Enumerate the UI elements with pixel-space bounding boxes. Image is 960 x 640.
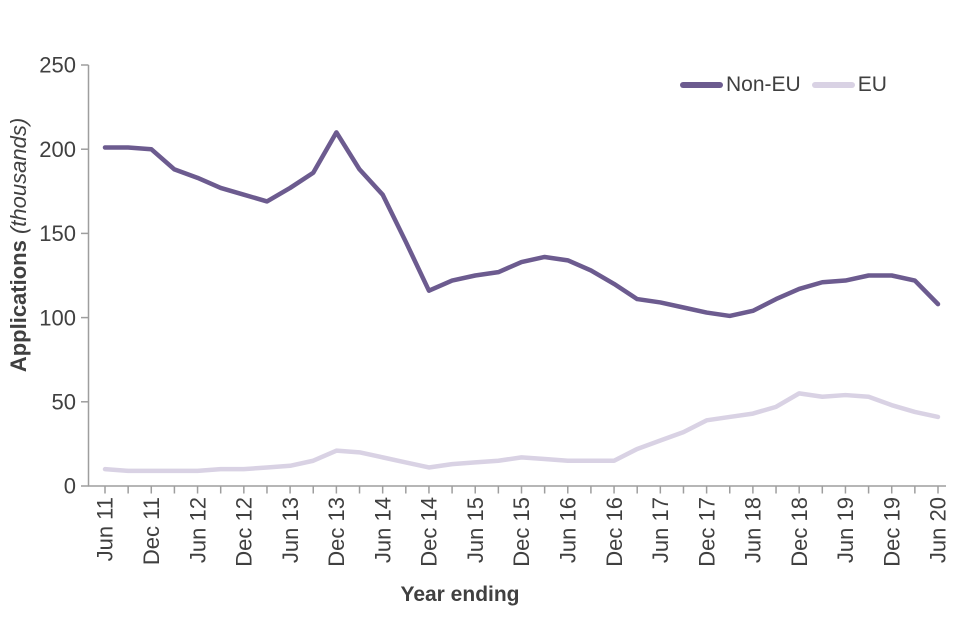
- legend-item-non-eu: Non-EU: [680, 73, 801, 97]
- x-tick-label: Jun 19: [833, 497, 858, 563]
- legend-item-eu: EU: [811, 73, 887, 97]
- x-tick-label: Dec 16: [602, 497, 627, 567]
- x-tick-label: Jun 20: [926, 497, 951, 563]
- x-tick-label: Jun 16: [555, 497, 580, 563]
- x-tick-label: Dec 17: [694, 497, 719, 567]
- y-axis-title: Applications (thousands): [6, 114, 32, 376]
- non-eu-line-swatch: [680, 82, 723, 88]
- series-line-eu: [102, 391, 941, 474]
- y-tick-label: 250: [39, 53, 76, 78]
- x-tick-label: Dec 18: [787, 497, 812, 567]
- y-axis-title-main: Applications: [6, 240, 31, 373]
- y-axis-title-unit: (thousands): [6, 117, 31, 235]
- x-tick-label: Jun 17: [648, 497, 673, 563]
- series-line-non-eu: [102, 130, 941, 319]
- y-tick-label: 0: [64, 474, 76, 499]
- legend-label-non-eu: Non-EU: [726, 73, 801, 96]
- x-tick-label: Dec 12: [232, 497, 257, 567]
- y-tick-label: 150: [39, 221, 76, 246]
- x-tick-label: Jun 13: [278, 497, 303, 563]
- x-tick-label: Dec 13: [324, 497, 349, 567]
- x-axis-title: Year ending: [400, 583, 520, 606]
- legend-label-eu: EU: [857, 73, 887, 96]
- legend: Non-EU EU: [680, 73, 887, 97]
- x-tick-label: Jun 12: [185, 497, 210, 563]
- x-tick-label: Jun 14: [370, 497, 395, 563]
- y-tick-label: 100: [39, 305, 76, 330]
- x-tick-label: Jun 11: [93, 497, 118, 561]
- x-tick-label: Jun 18: [741, 497, 766, 563]
- x-tick-label: Jun 15: [463, 497, 488, 563]
- x-tick-label: Dec 14: [417, 497, 442, 567]
- y-tick-label: 200: [39, 137, 76, 162]
- x-tick-label: Dec 15: [509, 497, 534, 567]
- y-tick-label: 50: [52, 390, 76, 415]
- eu-line-swatch: [811, 82, 855, 88]
- x-tick-label: Dec 19: [879, 497, 904, 567]
- x-tick-label: Dec 11: [139, 497, 164, 565]
